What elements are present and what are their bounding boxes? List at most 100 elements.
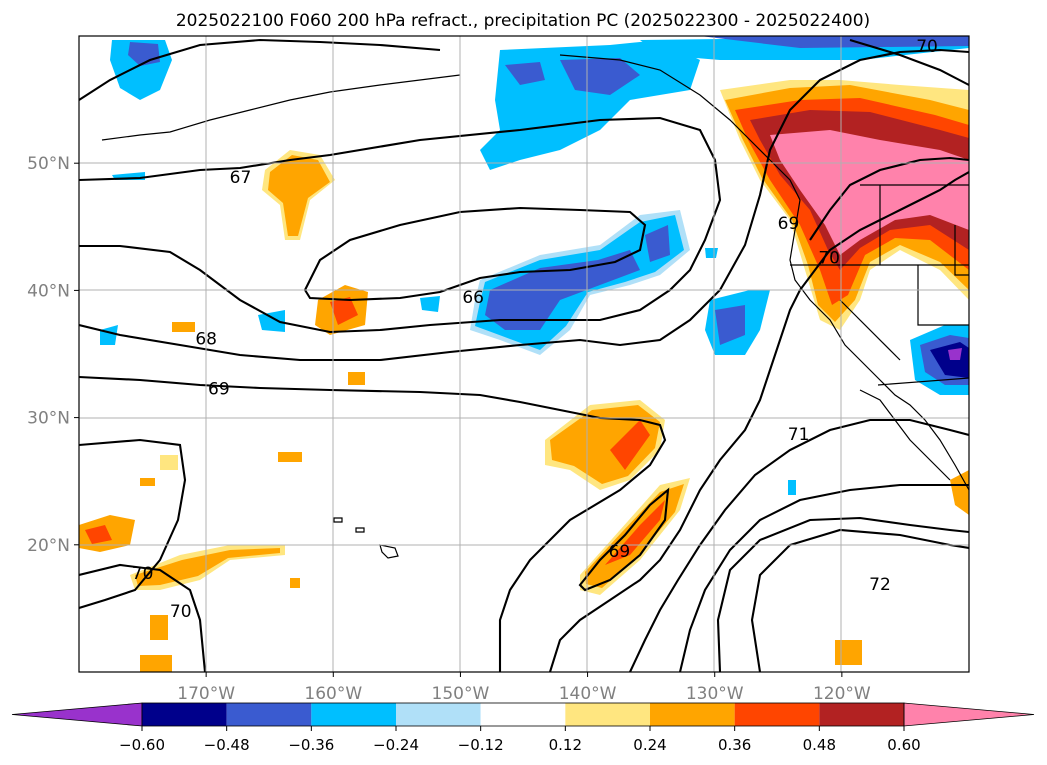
y-axis-ticks: 20°N 30°N 40°N 50°N <box>27 154 79 556</box>
island <box>379 544 399 559</box>
precip-area <box>715 305 745 345</box>
precip-area <box>420 296 440 312</box>
precip-area <box>700 36 969 48</box>
coastline <box>559 54 969 491</box>
precip-area <box>150 615 168 640</box>
border <box>917 265 969 326</box>
precip-area <box>705 248 718 258</box>
border <box>101 74 461 141</box>
contour-label: 69 <box>778 214 800 234</box>
refractivity-contours <box>79 38 969 672</box>
precip-area <box>645 225 670 262</box>
colorbar-swatch <box>480 703 566 726</box>
chart-title: 2025022100 F060 200 hPa refract., precip… <box>176 11 870 31</box>
colorbar-tick-label: 0.60 <box>887 736 920 754</box>
colorbar-tick-label: −0.36 <box>288 736 334 754</box>
map-frame <box>78 35 970 673</box>
x-tick-label: 160°W <box>304 684 362 704</box>
contour-line <box>849 38 969 86</box>
precip-area <box>605 500 665 565</box>
contour-label: 70 <box>916 37 938 57</box>
contour-line <box>548 171 969 672</box>
contour-line <box>678 483 969 672</box>
precip-area <box>140 655 172 672</box>
colorbar <box>11 702 1035 727</box>
precip-area <box>505 62 545 85</box>
grid <box>79 36 969 672</box>
colorbar-swatch <box>734 703 820 726</box>
contour-label: 70 <box>132 564 154 584</box>
precip-area <box>348 372 365 385</box>
colorbar-swatch <box>142 703 227 726</box>
precip-area <box>160 455 178 470</box>
precip-area <box>100 325 118 345</box>
colorbar-tick-label: 0.12 <box>549 736 582 754</box>
precip-area <box>268 155 330 236</box>
contour-label: 67 <box>230 168 252 188</box>
x-tick-label: 120°W <box>813 684 871 704</box>
contour-line <box>79 48 969 362</box>
coastline <box>859 389 951 481</box>
contour-line <box>809 156 969 241</box>
colorbar-tick-label: −0.24 <box>373 736 419 754</box>
precip-area <box>610 420 650 470</box>
y-tick-label: 30°N <box>27 409 70 429</box>
border <box>877 377 969 386</box>
colorbar-swatch <box>650 703 735 726</box>
y-tick-label: 50°N <box>27 154 70 174</box>
map-content: 66 67 68 69 69 69 70 70 70 70 71 72 <box>79 36 969 672</box>
contour-line <box>629 418 969 672</box>
colorbar-frame <box>141 702 905 727</box>
contour-line <box>716 516 969 672</box>
border <box>839 299 901 361</box>
colorbar-extend-low <box>11 702 143 727</box>
contour-label: 71 <box>788 425 810 445</box>
precip-area <box>550 405 660 484</box>
precip-area <box>330 297 358 325</box>
precip-area <box>788 480 796 495</box>
colorbar-ticks: −0.60 −0.48 −0.36 −0.24 −0.12 0.12 0.24 0.36 0.4… <box>119 726 921 754</box>
contour-label: 66 <box>462 288 484 308</box>
precip-area <box>278 452 302 462</box>
contour-label: 69 <box>609 542 631 562</box>
contour-label: 70 <box>818 248 840 268</box>
contour-line <box>750 528 969 672</box>
contour-label: 69 <box>208 379 230 399</box>
contour-label: 70 <box>170 602 192 622</box>
contour-line <box>79 116 722 334</box>
contour-line <box>578 487 670 592</box>
island <box>333 517 343 523</box>
precip-area <box>258 310 285 332</box>
colorbar-swatch <box>565 703 650 726</box>
colorbar-swatch <box>226 703 312 726</box>
x-tick-label: 130°W <box>686 684 744 704</box>
colorbar-tick-label: −0.60 <box>119 736 165 754</box>
colorbar-swatch <box>819 703 904 726</box>
x-axis-ticks: 170°W 160°W 150°W 140°W 130°W 120°W <box>177 672 871 704</box>
colorbar-tick-label: 0.24 <box>633 736 666 754</box>
contour-label: 72 <box>869 575 891 595</box>
y-tick-label: 20°N <box>27 536 70 556</box>
contour-line <box>79 563 207 672</box>
contour-line <box>79 38 441 101</box>
precip-area <box>948 348 962 360</box>
x-tick-label: 140°W <box>559 684 617 704</box>
contour-line <box>79 438 187 610</box>
island <box>355 527 365 533</box>
x-tick-label: 170°W <box>177 684 235 704</box>
border <box>954 225 969 276</box>
precip-area <box>85 525 112 544</box>
precip-area <box>835 640 862 665</box>
y-tick-label: 40°N <box>27 281 70 301</box>
colorbar-tick-label: −0.48 <box>204 736 250 754</box>
x-tick-label: 150°W <box>432 684 490 704</box>
contour-line <box>303 206 647 302</box>
colorbar-tick-label: 0.48 <box>803 736 836 754</box>
colorbar-tick-label: 0.36 <box>718 736 751 754</box>
contour-label: 68 <box>195 330 217 350</box>
contour-labels: 66 67 68 69 69 69 70 70 70 70 71 72 <box>132 37 938 622</box>
colorbar-swatch <box>396 703 481 726</box>
colorbar-tick-label: −0.12 <box>458 736 504 754</box>
precip-area <box>290 578 300 588</box>
